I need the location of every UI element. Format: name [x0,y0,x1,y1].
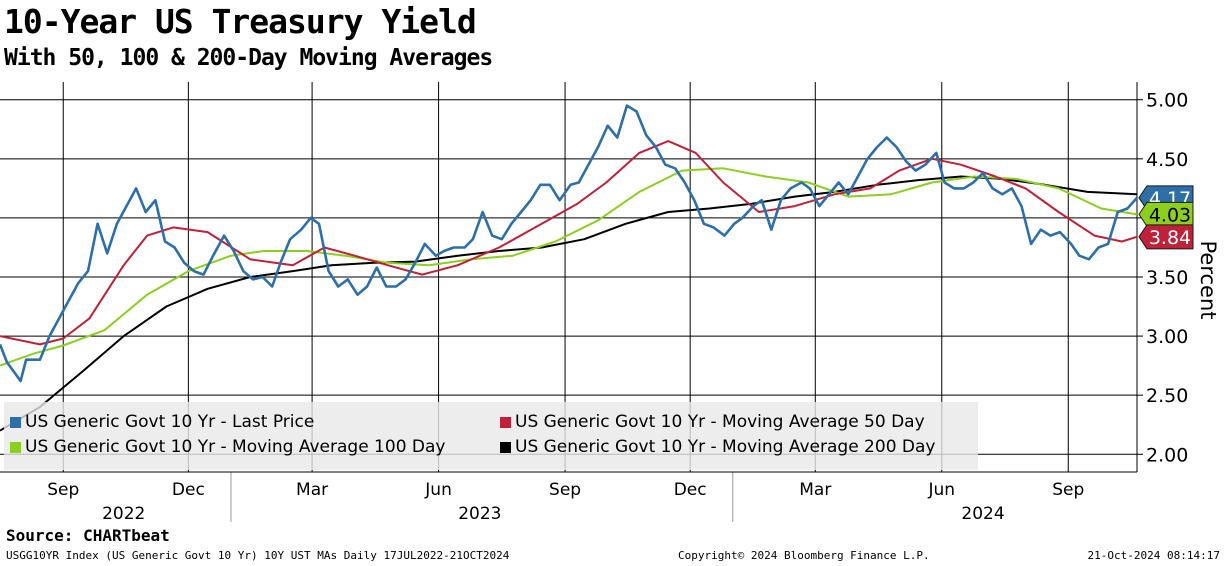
year-label: 2022 [102,504,145,524]
copyright: Copyright© 2024 Bloomberg Finance L.P. [678,549,930,562]
value-badge-label-ma50: 3.84 [1149,227,1191,249]
series-line-ma50 [0,140,1138,346]
index-info: USGG10YR Index (US Generic Govt 10 Yr) 1… [6,549,510,562]
legend-label-last-price: US Generic Govt 10 Yr - Last Price [25,412,315,432]
timestamp: 21-Oct-2024 08:14:17 [1087,549,1220,562]
legend-swatch-ma200 [500,441,511,453]
chart-title: 10-Year US Treasury Yield [4,2,477,41]
value-badge-ma50 [1138,224,1194,250]
legend: US Generic Govt 10 Yr - Last Price US Ge… [4,402,978,470]
value-badge-ma100 [1138,201,1194,227]
series-line-last-price [0,104,1138,383]
xtick-label: Sep [1052,480,1084,500]
xtick-label: Mar [296,480,328,500]
legend-label-ma200: US Generic Govt 10 Yr - Moving Average 2… [515,437,936,457]
xtick-label: Sep [47,480,79,500]
ytick-label: 4.50 [1146,149,1188,171]
y-axis-title: Percent [1196,240,1220,319]
xtick-label: Sep [549,480,581,500]
ytick-label: 2.00 [1146,444,1188,466]
ytick-label: 2.50 [1146,385,1188,407]
legend-label-ma50: US Generic Govt 10 Yr - Moving Average 5… [515,412,925,432]
xtick-label: Dec [674,480,707,500]
xtick-label: Dec [172,480,205,500]
legend-item-ma200: US Generic Govt 10 Yr - Moving Average 2… [500,437,935,457]
legend-item-last-price: US Generic Govt 10 Yr - Last Price [10,412,314,432]
legend-label-ma100: US Generic Govt 10 Yr - Moving Average 1… [25,437,446,457]
xtick-label: Mar [799,480,831,500]
ytick-label: 3.00 [1146,326,1188,348]
source-note: Source: CHARTbeat [6,526,170,545]
xtick-label: Jun [424,480,452,500]
legend-swatch-ma100 [10,441,21,453]
year-label: 2023 [458,504,501,524]
legend-item-ma100: US Generic Govt 10 Yr - Moving Average 1… [10,437,445,457]
xtick-label: Jun [927,480,955,500]
legend-swatch-last-price [10,416,21,428]
series-line-ma200 [0,175,1138,432]
chart-subtitle: With 50, 100 & 200-Day Moving Averages [4,45,493,71]
series-line-ma100 [0,167,1138,367]
year-label: 2024 [961,504,1004,524]
ytick-label: 5.00 [1146,90,1188,112]
legend-swatch-ma50 [500,416,511,428]
ytick-label: 3.50 [1146,267,1188,289]
legend-item-ma50: US Generic Govt 10 Yr - Moving Average 5… [500,412,925,432]
value-badge-label-ma100: 4.03 [1149,204,1191,226]
